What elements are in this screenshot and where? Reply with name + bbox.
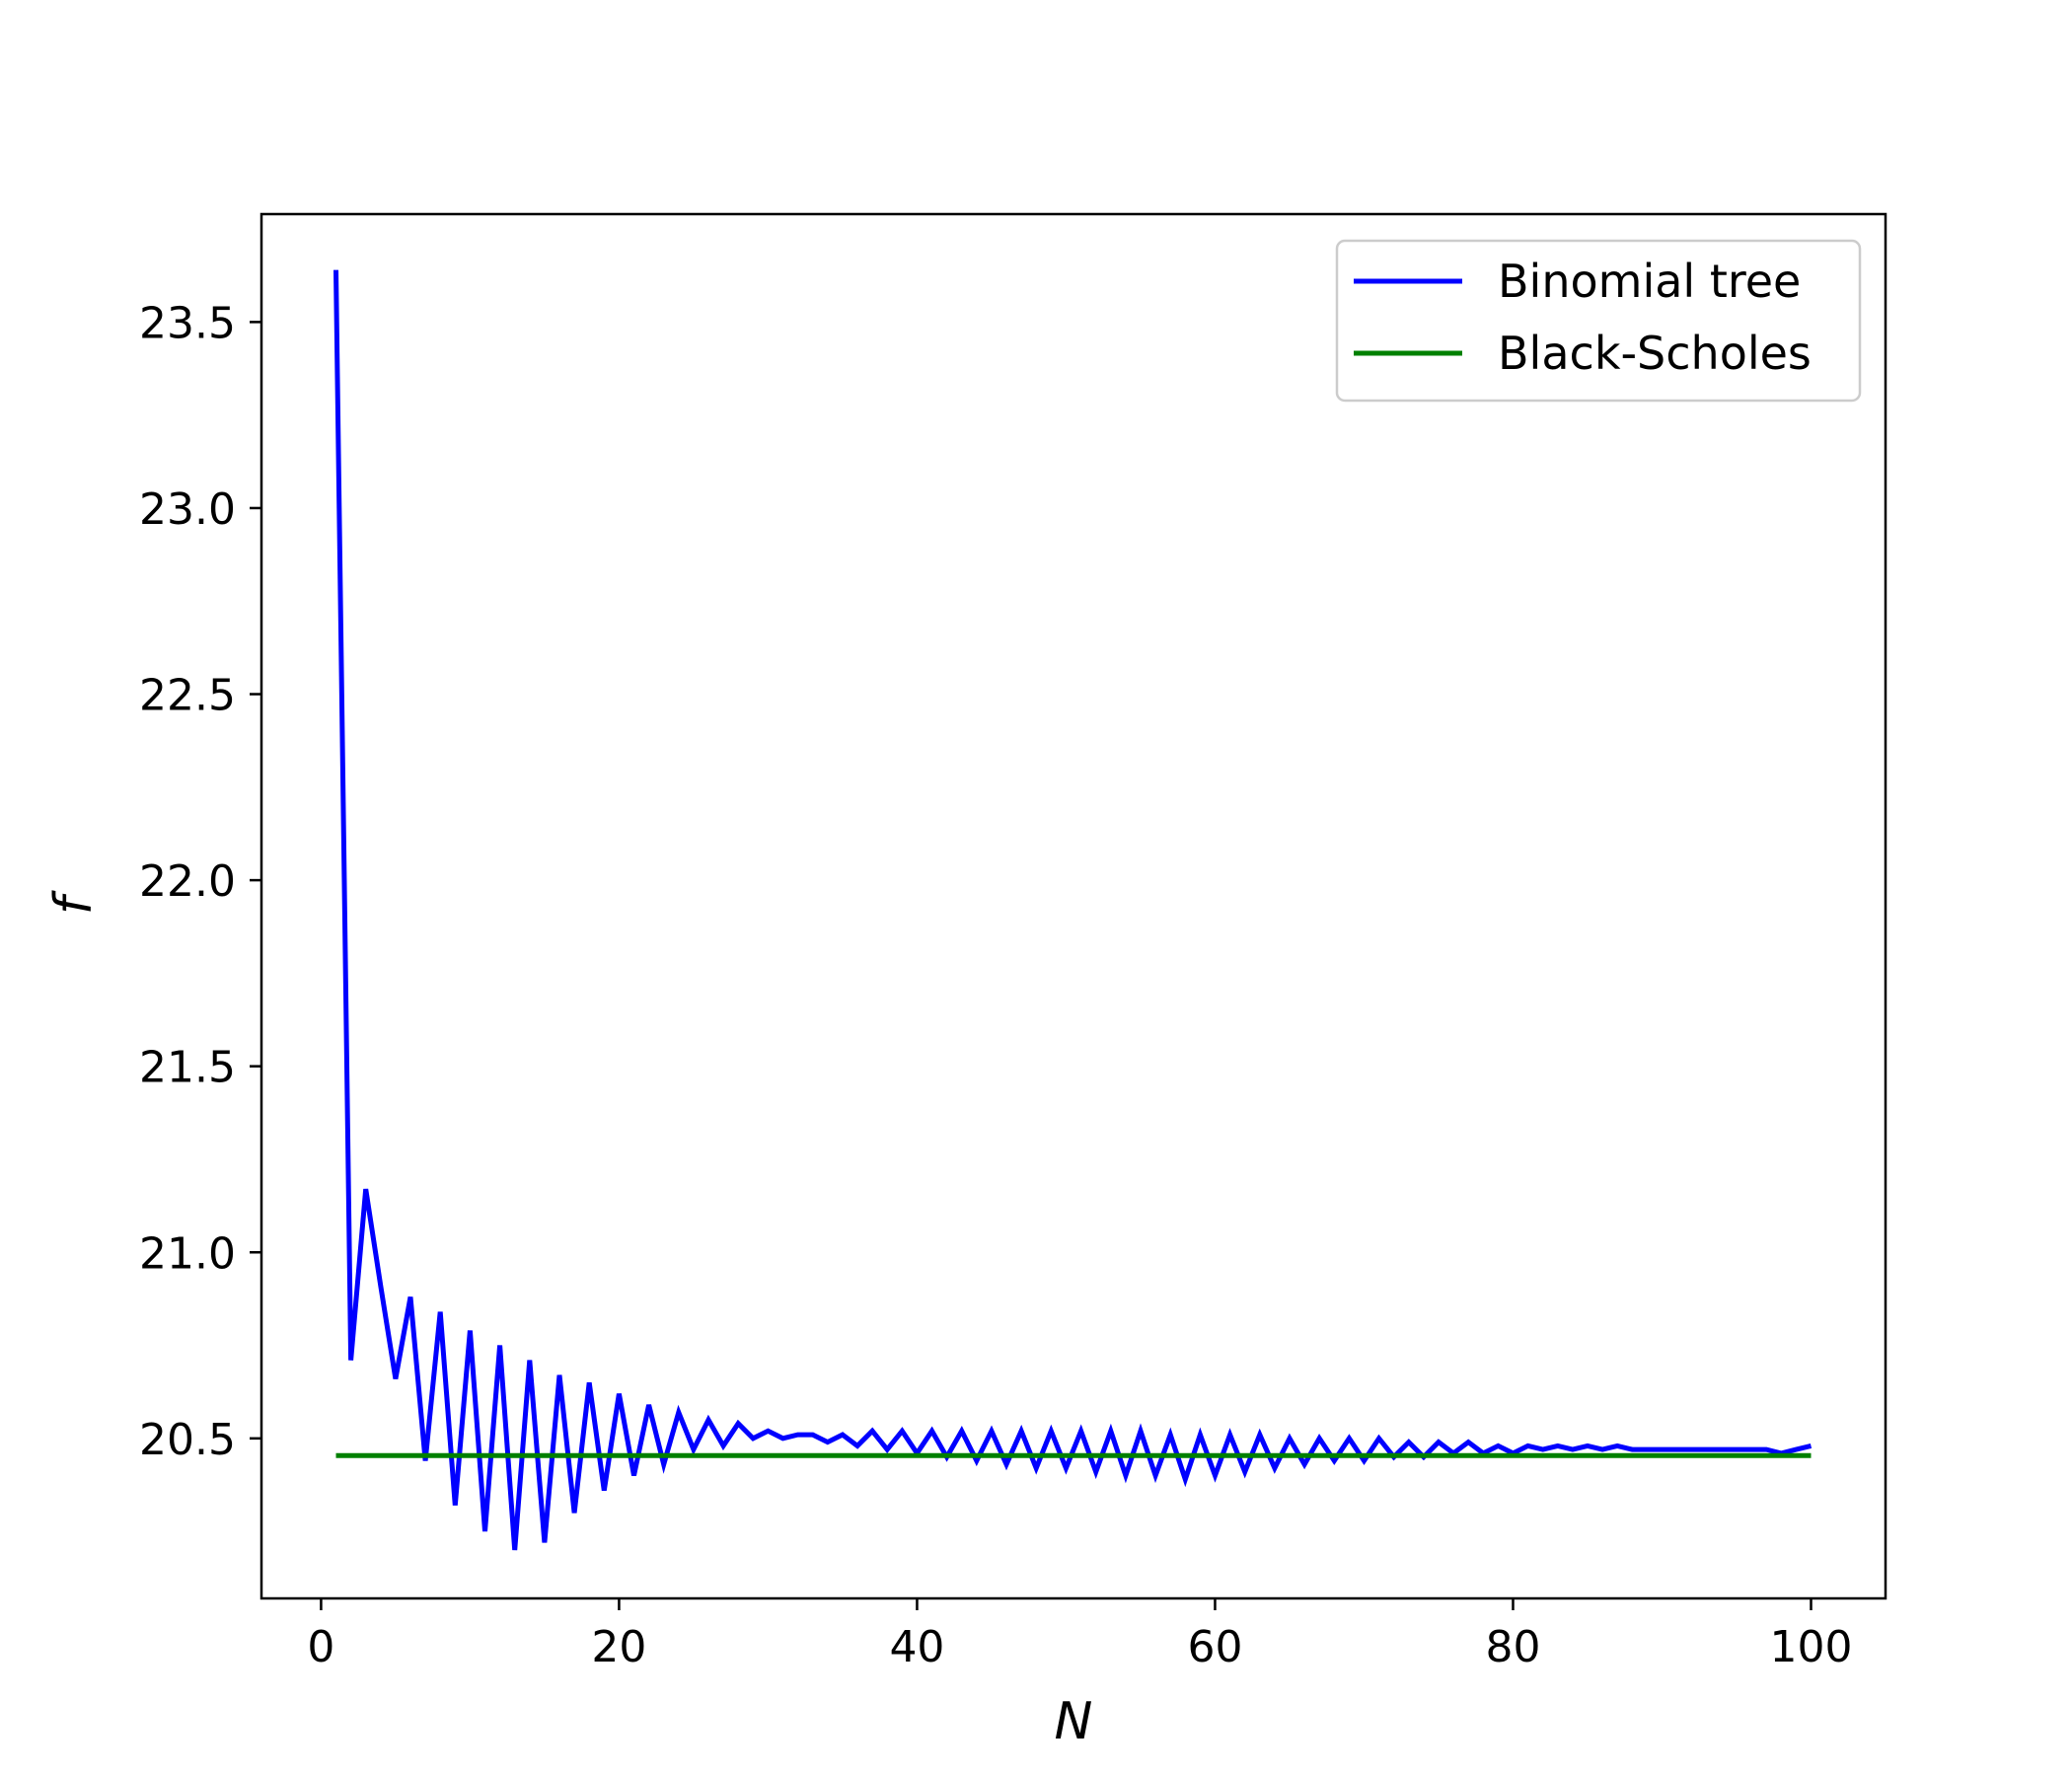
- legend-label-binomial-tree: Binomial tree: [1498, 255, 1801, 308]
- x-tick-label: 40: [889, 1622, 944, 1672]
- legend: Binomial tree Black-Scholes: [1335, 239, 1862, 403]
- y-tick-label: 22.5: [139, 671, 236, 721]
- x-axis-ticks: 0 20 40 60 80 100: [307, 1598, 1852, 1672]
- x-tick-label: 100: [1770, 1622, 1853, 1672]
- y-tick-label: 21.5: [139, 1043, 236, 1093]
- plot-frame: [259, 212, 1887, 1600]
- series-layer: [333, 269, 1813, 1551]
- y-axis-ticks: 20.5 21.0 21.5 22.0 22.5 23.0 23.5: [139, 298, 261, 1465]
- y-tick-label: 21.0: [139, 1228, 236, 1279]
- legend-label-black-scholes: Black-Scholes: [1498, 327, 1812, 380]
- y-axis-label: f: [44, 890, 104, 915]
- y-tick-label: 23.0: [139, 484, 236, 535]
- x-axis-label: N: [1055, 1692, 1093, 1751]
- x-tick-label: 0: [307, 1622, 334, 1672]
- y-tick-label: 23.5: [139, 298, 236, 348]
- x-tick-label: 60: [1187, 1622, 1242, 1672]
- series-line-binomial-tree: [333, 269, 1813, 1551]
- legend-box: [1335, 239, 1862, 403]
- x-tick-label: 80: [1485, 1622, 1540, 1672]
- y-tick-label: 20.5: [139, 1415, 236, 1465]
- x-tick-label: 20: [591, 1622, 646, 1672]
- y-tick-label: 22.0: [139, 856, 236, 907]
